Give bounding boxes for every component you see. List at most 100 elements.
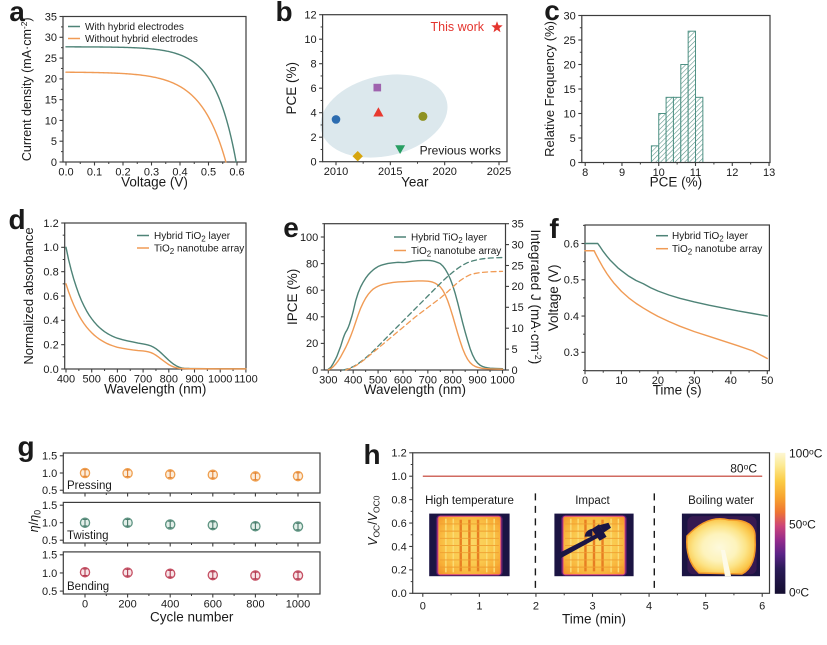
svg-text:12: 12 [726, 167, 738, 179]
svg-text:5: 5 [570, 133, 576, 145]
svg-text:Wavelength (nm): Wavelength (nm) [104, 382, 206, 397]
svg-text:0: 0 [51, 157, 57, 169]
svg-text:800: 800 [160, 374, 178, 386]
svg-text:20: 20 [306, 338, 318, 350]
svg-text:Hybrid TiO2 layer: Hybrid TiO2 layer [411, 233, 488, 246]
svg-text:20: 20 [512, 281, 524, 293]
svg-text:15: 15 [45, 95, 57, 107]
svg-text:0.3: 0.3 [564, 347, 579, 359]
svg-text:Without hybrid electrodes: Without hybrid electrodes [85, 34, 198, 45]
svg-text:0.5: 0.5 [564, 275, 579, 287]
svg-text:Year: Year [401, 175, 429, 190]
svg-text:Current density (mA·cm-2): Current density (mA·cm-2) [19, 17, 34, 161]
svg-text:400: 400 [161, 599, 179, 611]
svg-text:High temperature: High temperature [425, 495, 514, 507]
svg-text:g: g [17, 431, 34, 462]
svg-text:TiO2 nanotube array: TiO2 nanotube array [154, 244, 244, 257]
svg-text:c: c [544, 0, 560, 26]
svg-text:1.0: 1.0 [43, 242, 58, 254]
svg-text:0oC: 0oC [789, 586, 809, 600]
svg-text:2015: 2015 [378, 166, 402, 178]
svg-text:Relative Frequency (%): Relative Frequency (%) [542, 21, 557, 157]
svg-text:0.5: 0.5 [42, 535, 57, 547]
svg-text:1000: 1000 [208, 374, 232, 386]
svg-text:400: 400 [344, 375, 362, 387]
svg-text:d: d [8, 204, 25, 235]
svg-text:1.5: 1.5 [42, 451, 57, 463]
svg-text:700: 700 [134, 374, 152, 386]
svg-text:35: 35 [45, 11, 57, 23]
svg-text:300: 300 [319, 375, 337, 387]
svg-text:11: 11 [690, 167, 701, 179]
svg-text:5: 5 [703, 601, 709, 613]
svg-text:0.0: 0.0 [58, 167, 73, 179]
svg-text:VOC/VOC0: VOC/VOC0 [366, 495, 382, 546]
svg-text:8: 8 [582, 167, 588, 179]
svg-text:25: 25 [45, 53, 57, 65]
svg-text:This work: This work [431, 20, 485, 34]
svg-text:1.0: 1.0 [42, 468, 57, 480]
svg-text:100: 100 [300, 232, 318, 244]
svg-text:Voltage (V): Voltage (V) [121, 175, 188, 190]
svg-text:5: 5 [512, 344, 518, 356]
svg-text:30: 30 [688, 375, 700, 387]
svg-text:0.6: 0.6 [229, 167, 244, 179]
svg-text:0.0: 0.0 [391, 588, 406, 600]
svg-text:1.2: 1.2 [391, 448, 406, 460]
svg-text:10: 10 [45, 115, 57, 127]
svg-text:700: 700 [419, 375, 437, 387]
svg-text:80: 80 [306, 259, 318, 271]
svg-text:5: 5 [51, 136, 57, 148]
svg-text:Cycle number: Cycle number [150, 610, 234, 625]
svg-text:50: 50 [761, 375, 773, 387]
svg-text:PCE (%): PCE (%) [650, 175, 703, 190]
svg-text:2010: 2010 [324, 166, 348, 178]
svg-text:Twisting: Twisting [67, 530, 109, 542]
svg-text:Hybrid TiO2 layer: Hybrid TiO2 layer [154, 231, 231, 244]
svg-text:Wavelength (nm): Wavelength (nm) [364, 382, 466, 397]
svg-text:10: 10 [615, 375, 627, 387]
svg-text:40: 40 [306, 312, 318, 324]
svg-text:15: 15 [512, 302, 524, 314]
svg-text:6: 6 [310, 83, 316, 95]
svg-text:η/η0: η/η0 [27, 510, 43, 532]
svg-text:Normalized absorbance: Normalized absorbance [21, 227, 36, 364]
svg-text:IPCE (%): IPCE (%) [285, 269, 300, 325]
svg-text:2025: 2025 [487, 166, 511, 178]
svg-text:0.6: 0.6 [564, 238, 579, 250]
svg-text:Pressing: Pressing [67, 480, 112, 492]
svg-text:20: 20 [564, 59, 576, 71]
svg-text:25: 25 [564, 35, 576, 47]
svg-text:600: 600 [204, 599, 222, 611]
svg-text:0.5: 0.5 [42, 586, 57, 598]
svg-text:15: 15 [564, 84, 576, 96]
svg-text:2020: 2020 [432, 166, 456, 178]
svg-text:TiO2 nanotube array: TiO2 nanotube array [411, 246, 501, 259]
svg-text:6: 6 [759, 601, 765, 613]
svg-text:1.5: 1.5 [42, 550, 57, 562]
svg-text:1: 1 [476, 601, 482, 613]
svg-text:1000: 1000 [490, 375, 514, 387]
svg-text:900: 900 [468, 375, 486, 387]
svg-text:10: 10 [512, 323, 524, 335]
svg-text:800: 800 [444, 375, 462, 387]
svg-text:PCE (%): PCE (%) [284, 62, 299, 115]
svg-text:0.6: 0.6 [391, 518, 406, 530]
svg-text:60: 60 [306, 285, 318, 297]
svg-text:40: 40 [725, 375, 737, 387]
svg-text:0.2: 0.2 [115, 167, 130, 179]
svg-text:600: 600 [108, 374, 126, 386]
svg-text:b: b [275, 0, 292, 27]
svg-text:35: 35 [512, 219, 524, 231]
svg-text:1000: 1000 [286, 599, 310, 611]
svg-text:e: e [283, 212, 299, 243]
svg-text:12: 12 [304, 10, 316, 22]
svg-text:400: 400 [57, 374, 75, 386]
svg-text:0.2: 0.2 [391, 565, 406, 577]
svg-text:1.0: 1.0 [391, 471, 406, 483]
svg-text:10: 10 [304, 34, 316, 46]
svg-text:4: 4 [310, 108, 316, 120]
svg-text:Previous works: Previous works [420, 144, 501, 158]
svg-text:1100: 1100 [234, 374, 258, 386]
svg-text:0.1: 0.1 [87, 167, 102, 179]
